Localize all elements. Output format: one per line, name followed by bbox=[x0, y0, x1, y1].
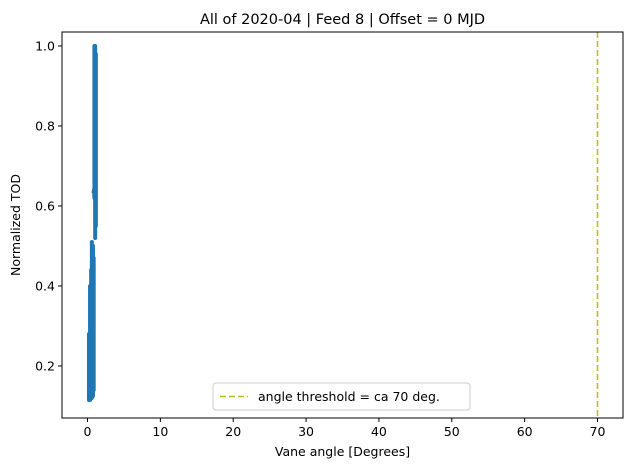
y-tick-label: 0.2 bbox=[35, 359, 55, 374]
x-tick-label: 0 bbox=[84, 424, 92, 439]
y-axis-label: Normalized TOD bbox=[8, 174, 23, 276]
y-tick-label: 1.0 bbox=[35, 39, 55, 54]
legend: angle threshold = ca 70 deg. bbox=[212, 382, 471, 411]
scatter-point bbox=[91, 187, 97, 193]
x-tick-label: 50 bbox=[444, 424, 460, 439]
x-tick-label: 30 bbox=[298, 424, 314, 439]
x-axis-label: Vane angle [Degrees] bbox=[275, 444, 410, 459]
chart-title: All of 2020-04 | Feed 8 | Offset = 0 MJD bbox=[200, 12, 485, 28]
legend-box bbox=[212, 382, 471, 411]
axes bbox=[61, 31, 624, 419]
y-tick-label: 0.8 bbox=[35, 119, 55, 134]
x-tick-label: 40 bbox=[371, 424, 387, 439]
scatter-marks bbox=[86, 44, 98, 402]
y-tick-label: 0.4 bbox=[35, 279, 55, 294]
plot-background bbox=[62, 32, 623, 418]
y-ticks: 0.2 0.4 0.6 0.8 1.0 bbox=[35, 39, 62, 374]
plot-area bbox=[62, 32, 623, 418]
scatter-point bbox=[92, 193, 98, 199]
legend-label: angle threshold = ca 70 deg. bbox=[258, 389, 440, 404]
y-tick-label: 0.6 bbox=[35, 199, 55, 214]
x-tick-label: 70 bbox=[590, 424, 606, 439]
x-tick-label: 20 bbox=[225, 424, 241, 439]
x-ticks: 0 10 20 30 40 50 60 70 bbox=[84, 418, 606, 439]
x-tick-label: 10 bbox=[152, 424, 168, 439]
x-tick-label: 60 bbox=[517, 424, 533, 439]
axes-frame bbox=[61, 31, 624, 419]
